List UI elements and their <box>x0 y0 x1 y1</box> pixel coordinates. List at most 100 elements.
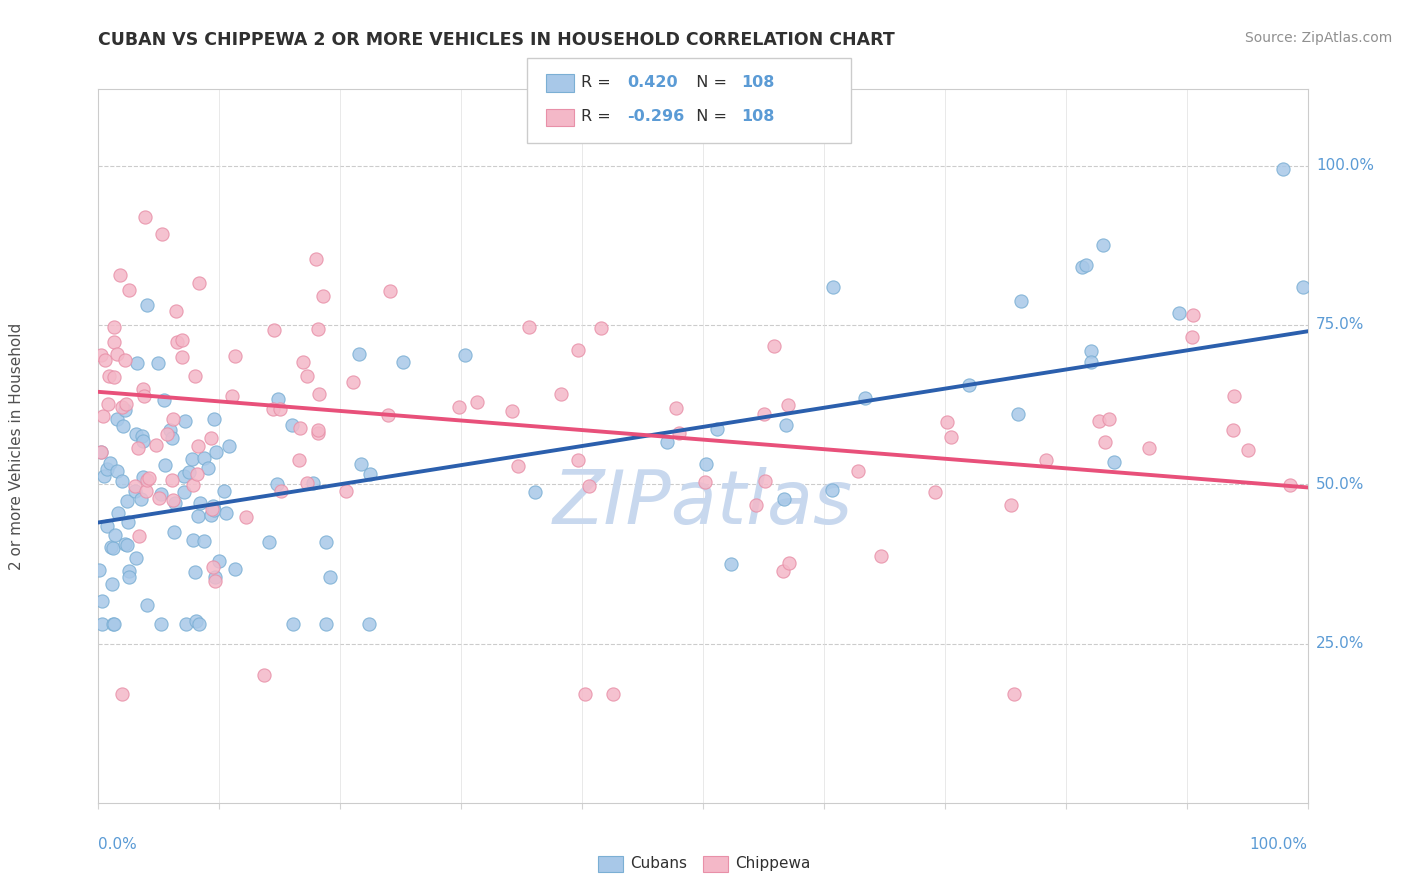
Point <box>269 401 291 416</box>
Point <box>125 427 148 442</box>
Point <box>118 564 141 578</box>
Point <box>134 210 156 224</box>
Text: CUBAN VS CHIPPEWA 2 OR MORE VEHICLES IN HOUSEHOLD CORRELATION CHART: CUBAN VS CHIPPEWA 2 OR MORE VEHICLES IN … <box>98 31 896 49</box>
Point <box>307 423 329 437</box>
Point <box>778 556 800 570</box>
Point <box>134 389 156 403</box>
Point <box>187 508 209 523</box>
Point <box>1071 260 1094 274</box>
Point <box>93 468 115 483</box>
Text: 100.0%: 100.0% <box>1316 158 1374 173</box>
Point <box>135 483 157 498</box>
Point <box>90 594 112 608</box>
Point <box>308 387 330 401</box>
Point <box>773 492 796 507</box>
Point <box>270 484 292 499</box>
Point <box>359 467 381 482</box>
Point <box>110 474 132 488</box>
Point <box>467 394 489 409</box>
Point <box>288 421 311 435</box>
Point <box>173 469 195 483</box>
Point <box>184 614 207 628</box>
Point <box>745 498 768 512</box>
Point <box>150 617 173 632</box>
Point <box>591 321 613 335</box>
Point <box>90 444 112 458</box>
Point <box>101 541 124 556</box>
Text: N =: N = <box>686 109 733 124</box>
Text: 50.0%: 50.0% <box>1316 476 1364 491</box>
Point <box>127 442 149 456</box>
Point <box>297 476 319 491</box>
Point <box>939 430 962 444</box>
Point <box>188 496 211 510</box>
Point <box>111 419 134 434</box>
Point <box>846 464 869 478</box>
Point <box>1278 478 1301 492</box>
Point <box>1223 389 1246 403</box>
Point <box>1010 294 1032 309</box>
Point <box>311 289 333 303</box>
Point <box>657 434 679 449</box>
Text: 2 or more Vehicles in Household: 2 or more Vehicles in Household <box>10 322 24 570</box>
Point <box>772 564 794 578</box>
Point <box>1000 498 1022 512</box>
Point <box>266 392 288 406</box>
Point <box>1074 258 1097 272</box>
Point <box>291 355 314 369</box>
Point <box>136 599 159 613</box>
Point <box>935 415 957 429</box>
Point <box>1168 306 1191 320</box>
Point <box>257 535 280 549</box>
Point <box>197 461 219 475</box>
Point <box>567 343 589 357</box>
Point <box>281 617 304 632</box>
Point <box>204 570 226 584</box>
Point <box>1094 434 1116 449</box>
Point <box>202 411 225 425</box>
Point <box>823 279 845 293</box>
Point <box>567 453 589 467</box>
Point <box>523 485 546 500</box>
Point <box>695 458 717 472</box>
Point <box>574 688 596 702</box>
Point <box>208 554 231 568</box>
Point <box>1182 308 1205 322</box>
Point <box>103 617 125 632</box>
Text: 100.0%: 100.0% <box>1250 837 1308 852</box>
Point <box>870 549 893 563</box>
Point <box>288 453 311 467</box>
Point <box>132 382 155 396</box>
Point <box>200 431 222 445</box>
Point <box>90 444 112 458</box>
Point <box>179 465 201 479</box>
Text: ZIPatlas: ZIPatlas <box>553 467 853 539</box>
Point <box>214 506 236 520</box>
Point <box>146 356 169 370</box>
Point <box>266 477 288 491</box>
Point <box>162 492 184 507</box>
Point <box>107 506 129 520</box>
Point <box>105 464 128 478</box>
Point <box>114 397 136 411</box>
Point <box>762 339 785 353</box>
Point <box>114 353 136 368</box>
Point <box>131 429 153 443</box>
Point <box>1291 279 1313 293</box>
Point <box>96 462 118 476</box>
Point <box>162 412 184 426</box>
Point <box>160 431 183 445</box>
Point <box>91 617 114 632</box>
Point <box>1080 343 1102 358</box>
Point <box>295 369 318 384</box>
Point <box>132 470 155 484</box>
Point <box>262 402 284 417</box>
Point <box>156 426 179 441</box>
Point <box>853 391 876 405</box>
Point <box>315 617 337 632</box>
Point <box>128 529 150 543</box>
Point <box>105 347 128 361</box>
Point <box>150 487 173 501</box>
Point <box>183 565 205 579</box>
Point <box>235 509 257 524</box>
